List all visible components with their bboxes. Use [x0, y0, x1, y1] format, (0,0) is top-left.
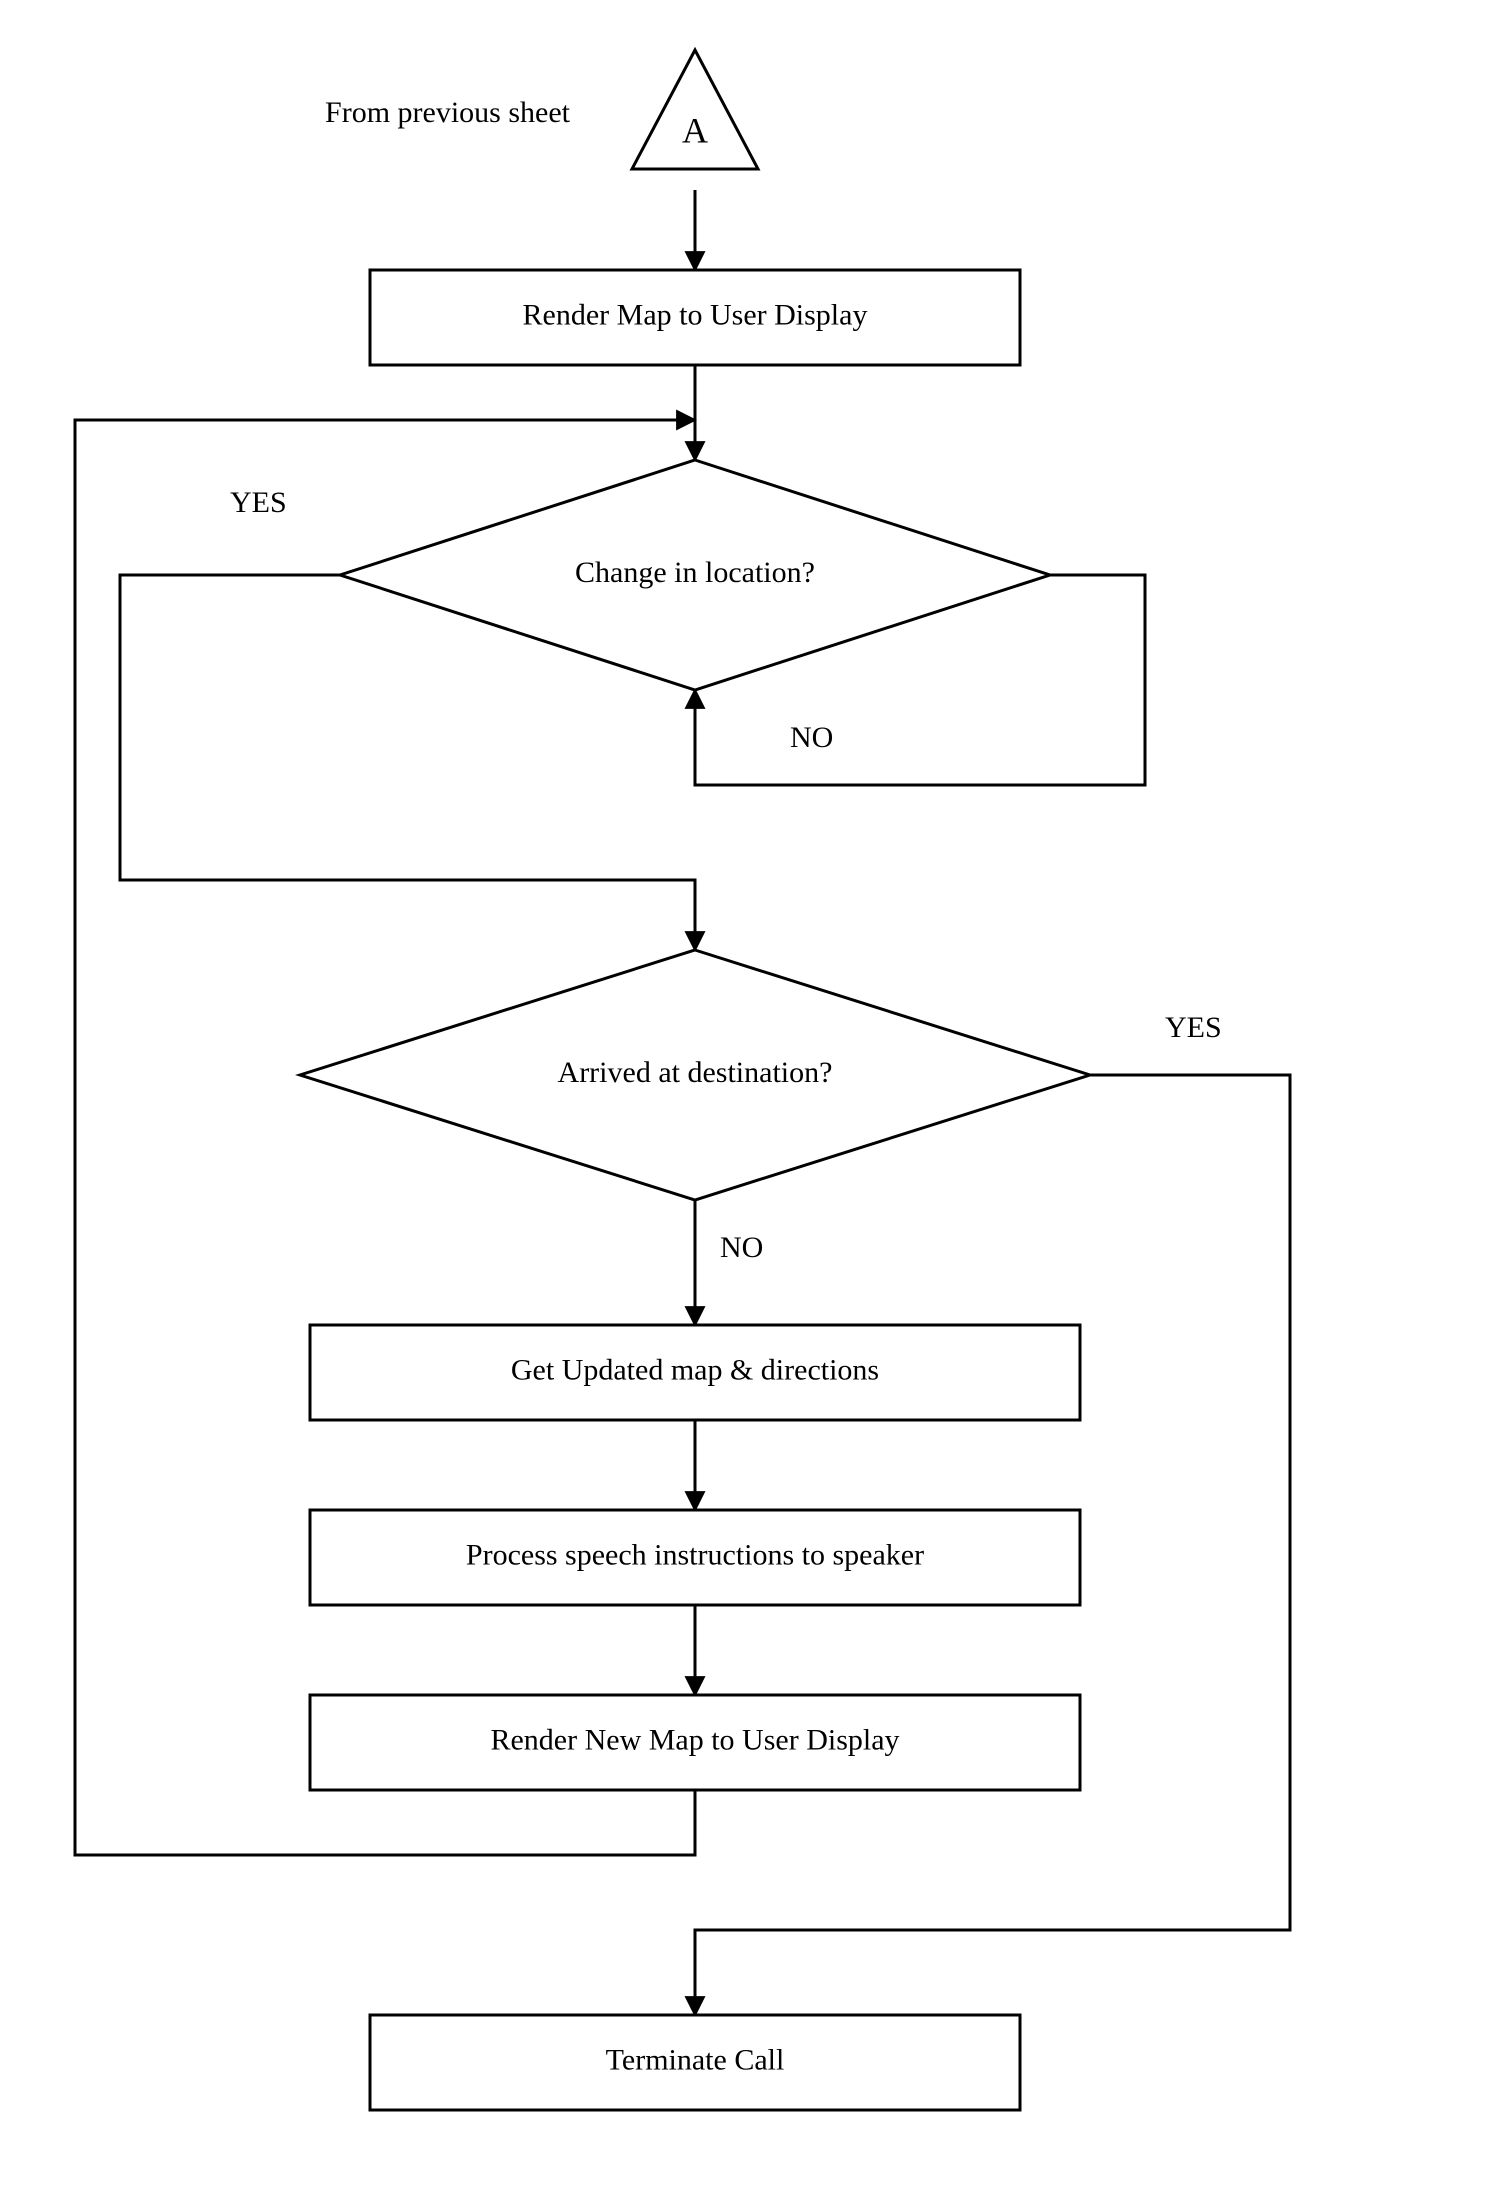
edge-label: YES — [230, 486, 287, 519]
connector-label: A — [682, 110, 708, 150]
edge-label: NO — [720, 1231, 763, 1264]
flowchart-canvas: NO YES NO YES From previous sheet A Render Map… — [0, 0, 1499, 2202]
process-label: Get Updated map & directions — [511, 1353, 879, 1386]
process-label: Render New Map to User Display — [490, 1723, 899, 1756]
process-label: Render Map to User Display — [523, 298, 868, 331]
decision-label: Change in location? — [575, 556, 815, 589]
edge-label: NO — [790, 721, 833, 754]
process-label: Process speech instructions to speaker — [466, 1538, 924, 1571]
process-label: Terminate Call — [606, 2043, 785, 2076]
decision-label: Arrived at destination? — [558, 1056, 833, 1089]
free-label: From previous sheet — [325, 96, 571, 129]
edge-label: YES — [1165, 1011, 1222, 1044]
